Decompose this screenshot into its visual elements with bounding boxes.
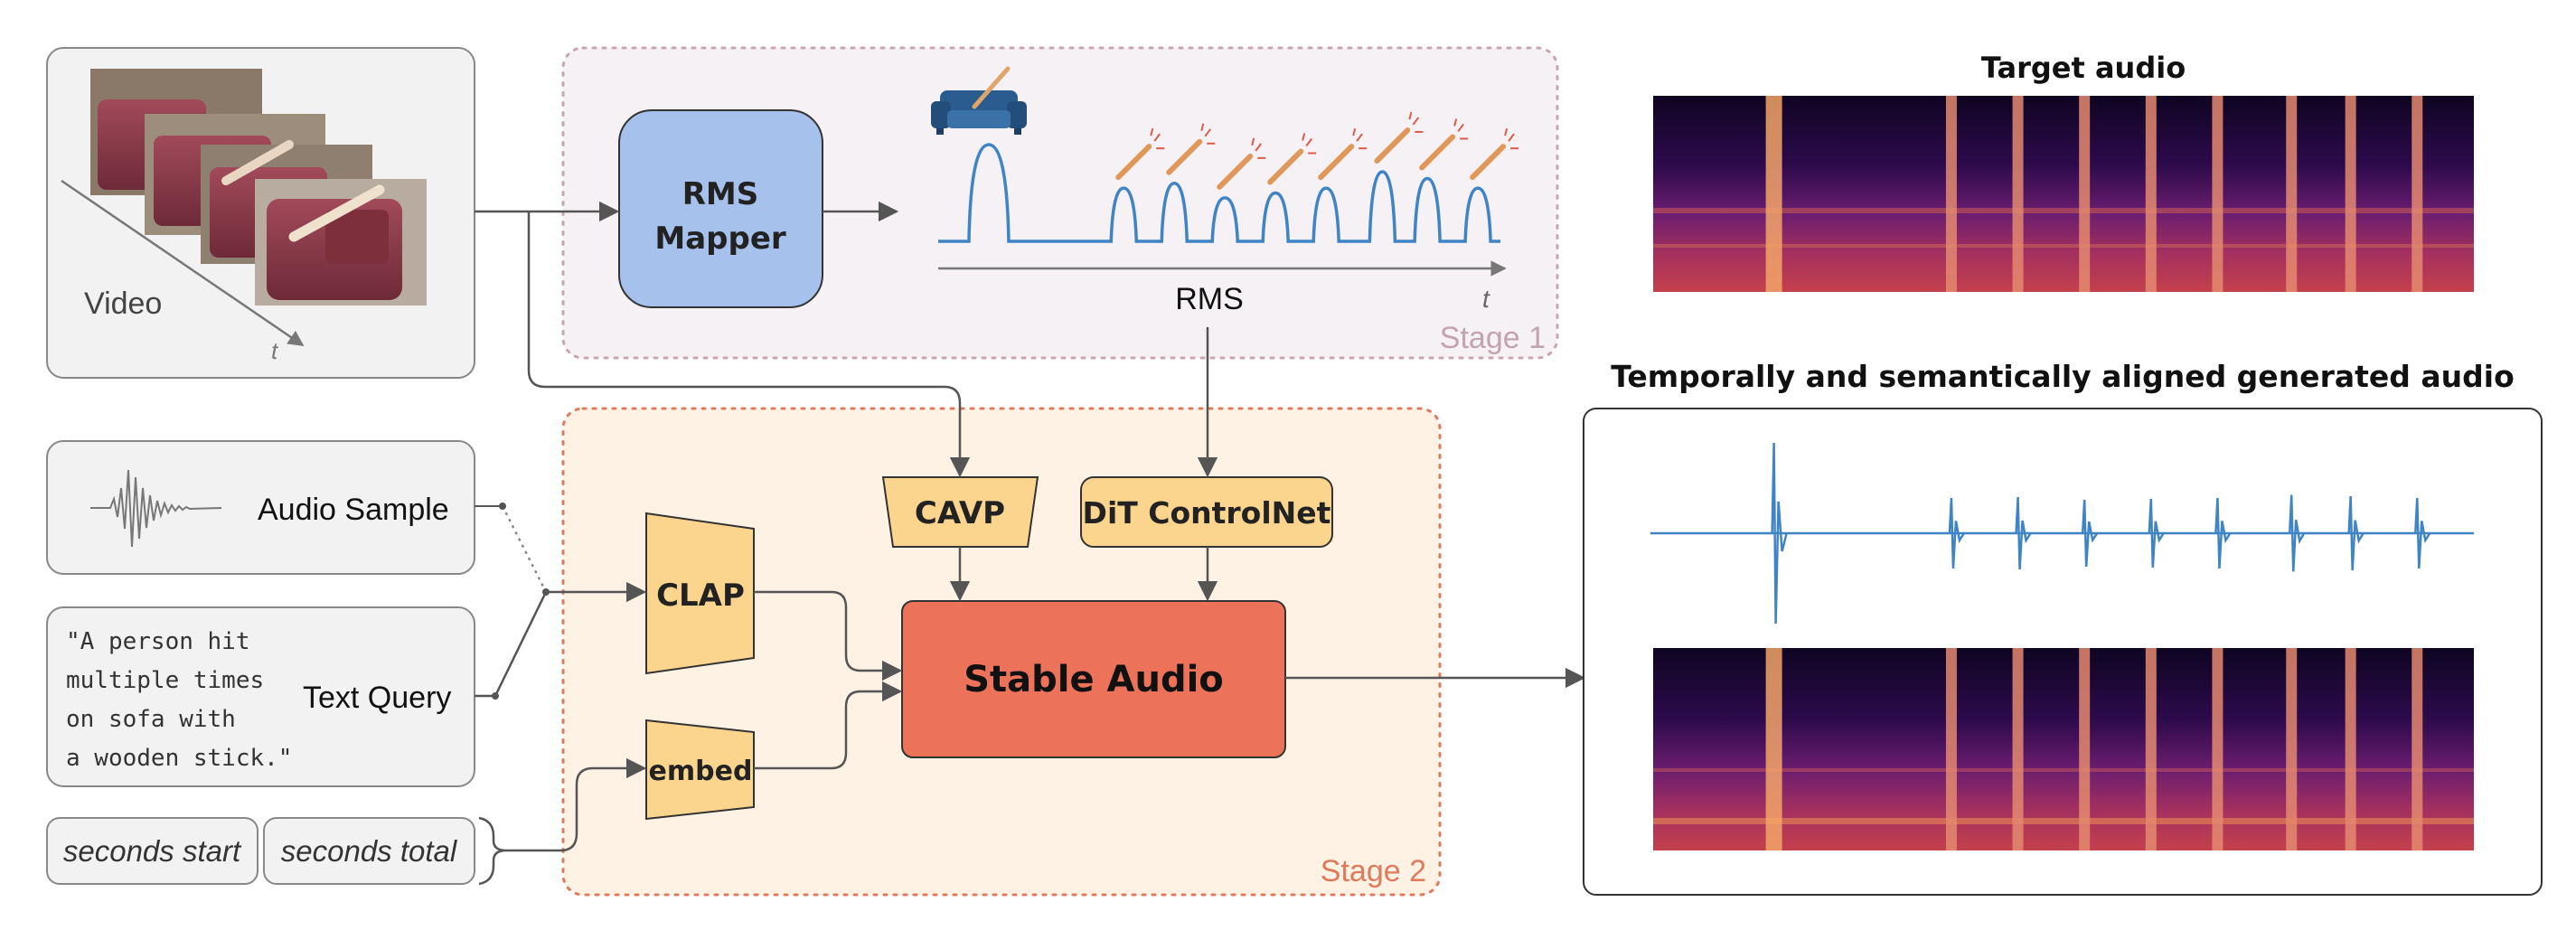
connectors bbox=[475, 201, 1586, 852]
clap-label: CLAP bbox=[656, 578, 745, 614]
waveform-spike bbox=[2347, 495, 2364, 571]
spectrogram-strike-band bbox=[2212, 96, 2223, 292]
rms-axis-label: RMS bbox=[1175, 282, 1244, 316]
waveform-spike bbox=[2148, 498, 2165, 568]
rms-time-label: t bbox=[1482, 285, 1490, 313]
rms-peak-stick-icon bbox=[1115, 127, 1165, 181]
target-strike-bands bbox=[1765, 96, 2423, 292]
rms-peak-stick-icon bbox=[1217, 137, 1266, 190]
text-query-connector bbox=[475, 581, 647, 698]
waveform-spike bbox=[2081, 499, 2099, 568]
rms-peak-stick-icon bbox=[1419, 118, 1469, 171]
rms-mapper-line-1: RMS bbox=[682, 176, 759, 212]
waveform-spike bbox=[2414, 497, 2431, 569]
waveform-spike bbox=[1771, 442, 1788, 625]
spectrogram-strike-band bbox=[2345, 648, 2356, 850]
spectrogram-strike-band bbox=[2411, 96, 2423, 292]
stage1-label: Stage 1 bbox=[1440, 321, 1546, 355]
audio-sample-box: Audio Sample bbox=[46, 440, 475, 575]
waveform-spike bbox=[2015, 496, 2032, 570]
seconds-total-box: seconds total bbox=[263, 817, 475, 885]
text-query-line-1: "A person hit bbox=[66, 628, 250, 655]
seconds-start-label: seconds start bbox=[63, 834, 242, 868]
embed-block: embed bbox=[645, 719, 755, 821]
spectrogram-strike-band bbox=[2012, 648, 2024, 850]
controlnet-block: DiT ControlNet bbox=[1080, 476, 1333, 548]
rms-curve-line bbox=[938, 143, 1500, 243]
video-input-box: Video t bbox=[46, 47, 475, 379]
rms-curve-chart: t RMS bbox=[931, 66, 1519, 316]
text-query-dot bbox=[492, 692, 499, 700]
spectrogram-strike-band bbox=[1765, 648, 1782, 850]
waveform-spike bbox=[2214, 497, 2232, 569]
stage2-label: Stage 2 bbox=[1321, 854, 1426, 888]
text-query-box: "A person hit multiple times on sofa wit… bbox=[46, 606, 475, 787]
spectrogram-strike-band bbox=[2145, 648, 2157, 850]
rms-mapper-block: RMS Mapper bbox=[618, 109, 823, 308]
spectrogram-strike-band bbox=[1765, 96, 1782, 292]
cavp-label: CAVP bbox=[915, 495, 1005, 531]
controlnet-label: DiT ControlNet bbox=[1083, 495, 1331, 531]
target-audio-title: Target audio bbox=[1981, 51, 2186, 85]
rms-peak-stick-icon bbox=[1374, 111, 1424, 164]
waveform-spike bbox=[2288, 494, 2306, 572]
text-query-line-2: multiple times bbox=[66, 667, 264, 694]
spectrogram-strike-band bbox=[2212, 648, 2223, 850]
stable-audio-block: Stable Audio bbox=[901, 600, 1286, 758]
seconds-brace bbox=[478, 816, 507, 886]
clap-block: CLAP bbox=[645, 512, 755, 675]
embed-to-stable-arrow bbox=[754, 681, 903, 770]
cavp-block: CAVP bbox=[881, 476, 1039, 548]
spectrogram-strike-band bbox=[2411, 648, 2423, 850]
spectrogram-strike-band bbox=[2286, 96, 2298, 292]
text-query-label: Text Query bbox=[303, 681, 451, 715]
spectrogram-strike-band bbox=[2079, 648, 2091, 850]
waveform-spike bbox=[1948, 497, 1965, 569]
sofa-icon bbox=[931, 66, 1027, 135]
seconds-total-label: seconds total bbox=[281, 834, 458, 868]
audio-to-clap-dotted bbox=[501, 505, 548, 593]
generated-audio-title: Temporally and semantically aligned gene… bbox=[1611, 359, 2515, 394]
spectrogram-strike-band bbox=[2345, 96, 2356, 292]
video-label: Video bbox=[84, 287, 162, 321]
embed-label: embed bbox=[649, 756, 753, 787]
audio-sample-dot bbox=[499, 503, 506, 510]
audio-sample-label: Audio Sample bbox=[258, 493, 449, 527]
generated-waveform bbox=[1650, 442, 2474, 625]
text-query-line-3: on sofa with bbox=[66, 706, 236, 733]
rms-peak-stick-icon bbox=[1470, 127, 1519, 181]
rms-peak-stick-icon bbox=[1267, 133, 1317, 185]
spectrogram-strike-band bbox=[2145, 96, 2157, 292]
spectrogram-strike-band bbox=[2012, 96, 2024, 292]
audio-waveform-icon bbox=[90, 469, 222, 548]
generated-strike-bands bbox=[1765, 648, 2423, 850]
spectrogram-strike-band bbox=[1945, 96, 1957, 292]
spectrogram-strike-band bbox=[2079, 96, 2091, 292]
stable-audio-label: Stable Audio bbox=[964, 659, 1224, 700]
rms-mapper-line-2: Mapper bbox=[654, 221, 786, 257]
text-query-line-4: a wooden stick." bbox=[66, 745, 292, 772]
seconds-start-box: seconds start bbox=[46, 817, 259, 885]
rms-peak-stick-icon bbox=[1318, 127, 1368, 181]
generated-spectrogram bbox=[1653, 648, 2474, 850]
target-spectrogram bbox=[1653, 96, 2474, 292]
spectrogram-strike-band bbox=[1945, 648, 1957, 850]
clap-to-stable-arrow bbox=[754, 590, 903, 681]
seconds-to-embed-arrow bbox=[506, 757, 647, 852]
spectrogram-strike-band bbox=[2286, 648, 2298, 850]
video-time-axis: t bbox=[271, 337, 279, 364]
video-to-cavp-arrow bbox=[527, 211, 971, 478]
video-frames bbox=[90, 69, 427, 305]
rms-peak-stick-icon bbox=[1166, 123, 1216, 175]
merge-dot bbox=[542, 588, 550, 596]
